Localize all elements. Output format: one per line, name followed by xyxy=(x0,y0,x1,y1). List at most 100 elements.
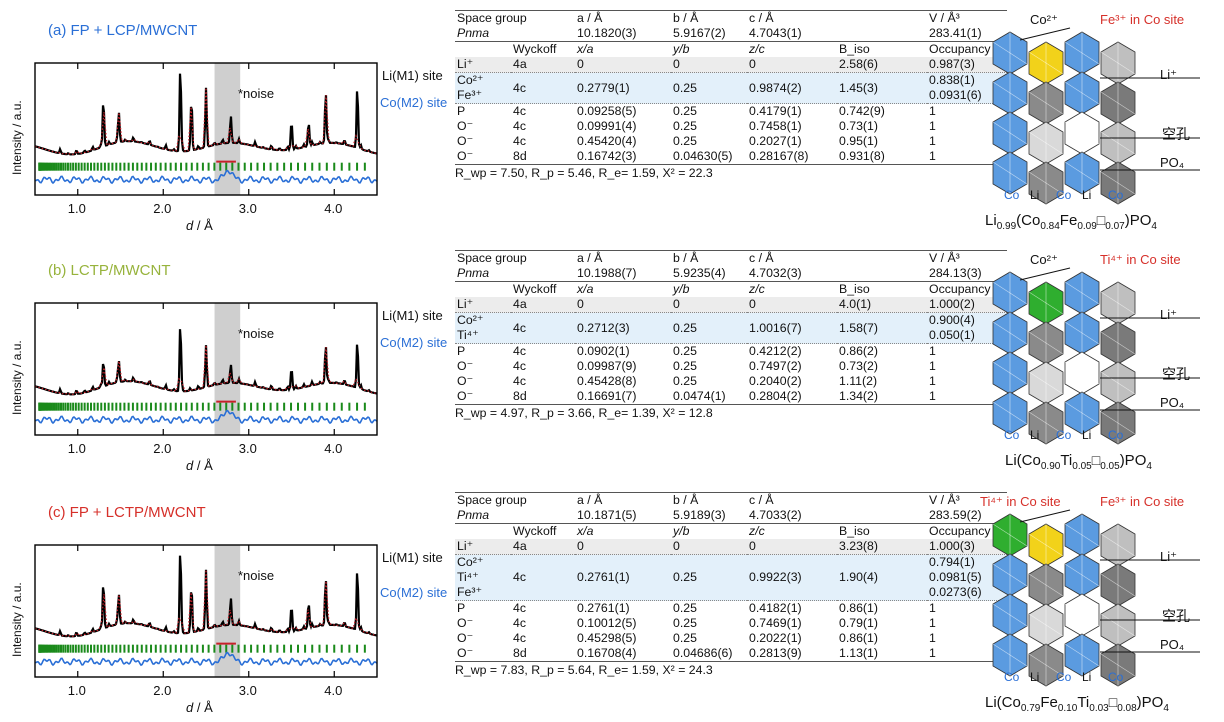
po4-tetrahedron xyxy=(1100,643,1136,687)
structure-site-label: Ti⁴⁺ in Co site xyxy=(1100,252,1181,267)
table-cell: 0.4179(1) xyxy=(749,104,802,118)
xrd-plot xyxy=(34,302,378,436)
table-row: O⁻ 8d 0.16708(4) 0.04686(6) 0.2813(9) 1.13(1)… xyxy=(455,646,1007,662)
po4-tetrahedron xyxy=(1100,81,1136,125)
table-cell: 0.16691(7) xyxy=(575,389,671,405)
table-cell: 0.45420(4) xyxy=(577,134,637,148)
panel-title: (c) FP + LCTP/MWCNT xyxy=(48,504,206,521)
xrd-plot xyxy=(34,62,378,196)
structure-axis-label: Li xyxy=(1082,188,1092,202)
table-cell: 4a xyxy=(511,539,575,555)
co-ion: Ti⁴⁺ xyxy=(457,570,479,584)
atom-header-cell xyxy=(455,282,511,298)
structure-li-label: Li⁺ xyxy=(1160,549,1177,564)
table-cell: 4c xyxy=(513,104,526,118)
x-axis-label: d / Å xyxy=(186,218,213,233)
site-label-li: Li(M1) site xyxy=(382,68,443,83)
x-tick-label: 4.0 xyxy=(324,201,343,216)
x-axis-label: d / Å xyxy=(186,458,213,473)
table-row: O⁻ 4c 0.09991(4) 0.25 0.7458(1) 0.73(1) 1 xyxy=(455,119,1007,134)
co-polyhedron xyxy=(1064,31,1100,75)
table-cell: O⁻ xyxy=(455,389,511,405)
table-cell: 4c xyxy=(513,119,526,133)
table-cell: 0.2712(3) xyxy=(575,312,671,344)
structure-axis-label: Li xyxy=(1030,428,1040,442)
table-cell: 4a xyxy=(511,297,575,313)
co-polyhedron xyxy=(992,633,1028,677)
vacancy-site xyxy=(1064,351,1100,395)
lattice-cell: 284.13(3) xyxy=(927,266,1007,282)
table-cell: 1.000(3) xyxy=(927,539,1007,555)
table-cell: O⁻ xyxy=(455,149,511,165)
table-cell: 1.90(4) xyxy=(837,554,927,601)
table-cell: 1 xyxy=(927,149,1007,165)
table-header-cell: c / Å xyxy=(747,492,927,508)
table-cell: 0.2027(1) xyxy=(749,134,802,148)
po4-tetrahedron xyxy=(1028,361,1064,405)
structure-axis-label: Co xyxy=(1004,428,1020,442)
y-axis-label: Intensity / a.u. xyxy=(10,100,24,175)
table-cell: 0.4182(1) xyxy=(749,601,802,615)
table-cell: 0.25 xyxy=(673,134,697,148)
co-polyhedron xyxy=(1064,391,1100,435)
table-cell: 0.86(1) xyxy=(839,601,878,615)
lattice-cell: Pnma xyxy=(455,508,575,524)
co-polyhedron xyxy=(992,71,1028,115)
atom-header-row: Wyckoff x/a y/b z/c B_iso Occupancy xyxy=(455,42,1007,58)
co-occupancy: 0.0931(6) xyxy=(929,88,982,102)
structure-vacancy-label: 空孔 xyxy=(1162,126,1190,142)
atom-header-cell xyxy=(455,524,511,540)
x-axis-unit: / Å xyxy=(193,458,213,473)
structure-site-label: Fe³⁺ in Co site xyxy=(1100,12,1185,27)
atom-header-cell: x/a xyxy=(577,282,594,296)
table-cell: 1.45(3) xyxy=(837,72,927,104)
refinement-factors: R_wp = 4.97, R_p = 3.66, R_e= 1.39, X² =… xyxy=(455,406,713,420)
table-header-cell: V / Å³ xyxy=(927,10,1007,26)
table-cell: 1 xyxy=(929,374,936,388)
structure-po4-label: PO₄ xyxy=(1160,637,1185,652)
table-cell: 0.95(1) xyxy=(839,134,878,148)
lattice-cell: 5.9235(4) xyxy=(671,266,747,282)
crystal-structure xyxy=(992,509,1200,687)
co-ion: Ti⁴⁺ xyxy=(457,328,479,342)
table-row: P 4c 0.0902(1) 0.25 0.4212(2) 0.86(2) 1 xyxy=(455,344,1007,360)
co-polyhedron xyxy=(1064,271,1100,315)
x-tick-label: 1.0 xyxy=(67,683,86,698)
table-cell: 0.16742(3) xyxy=(575,149,671,165)
atom-header-cell: Wyckoff xyxy=(513,282,557,296)
observed-pattern xyxy=(34,73,378,156)
table-cell: 0.2804(2) xyxy=(747,389,837,405)
table-row: O⁻ 4c 0.09987(9) 0.25 0.7497(2) 0.73(2) 1 xyxy=(455,359,1007,374)
table-cell: 0 xyxy=(575,297,671,313)
calculated-pattern xyxy=(34,87,378,156)
difference-curve xyxy=(34,169,378,185)
noise-region xyxy=(214,545,241,677)
table-cell: 0.2761(1) xyxy=(577,601,630,615)
site-label-li: Li(M1) site xyxy=(382,550,443,565)
lattice-row: Pnma 10.1871(5) 5.9189(3) 4.7033(2) 283.59(2… xyxy=(455,508,1007,524)
table-cell: 1 xyxy=(927,389,1007,405)
x-tick-label: 4.0 xyxy=(324,441,343,456)
table-cell: O⁻ xyxy=(457,359,474,373)
table-cell: Li⁺ xyxy=(455,539,511,555)
table-cell: 1.34(2) xyxy=(837,389,927,405)
table-header-cell: V / Å³ xyxy=(927,250,1007,266)
atom-header-cell: x/a xyxy=(577,524,594,538)
difference-curve xyxy=(34,651,378,667)
structure-axis-label: Co xyxy=(1004,188,1020,202)
lattice-cell: 4.7043(1) xyxy=(747,26,927,42)
plot-frame xyxy=(34,544,378,678)
lattice-cell: Pnma xyxy=(455,26,575,42)
vacancy-site xyxy=(1064,593,1100,637)
table-cell: P xyxy=(457,601,466,615)
structure-site-label: Fe³⁺ in Co site xyxy=(1100,494,1185,509)
co-ions-cell: Co²⁺ Ti⁴⁺ Fe³⁺ xyxy=(455,554,511,601)
table-cell: 0.45428(8) xyxy=(577,374,637,388)
table-cell: 4c xyxy=(511,72,575,104)
po4-tetrahedron xyxy=(1100,603,1136,647)
table-cell: 0.25 xyxy=(673,601,697,615)
table-cell: 1.11(2) xyxy=(839,374,878,388)
